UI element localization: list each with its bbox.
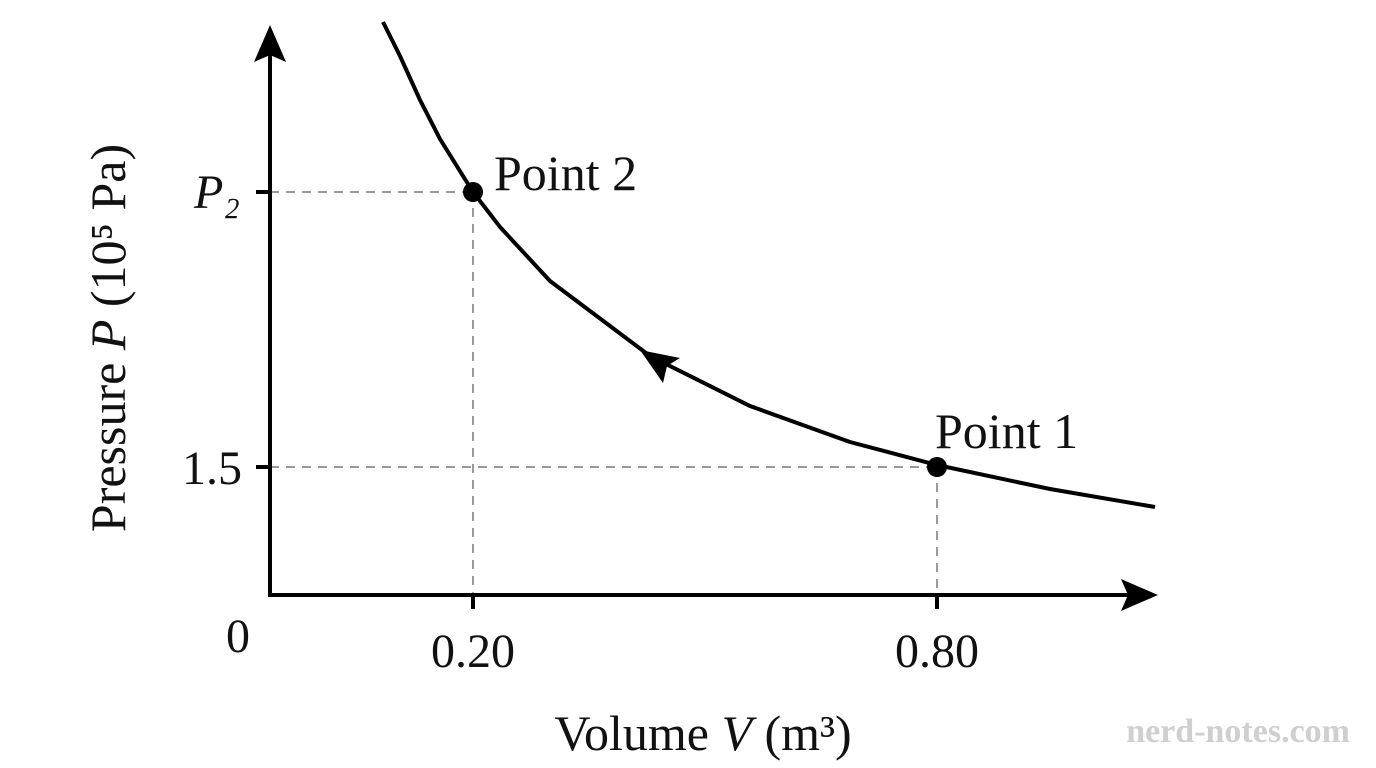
- label-symbol: P: [80, 320, 136, 352]
- label-part: Pressure: [80, 350, 136, 532]
- y-axis-label: Pressure P (10⁵ Pa): [80, 144, 136, 532]
- point-label: Point 1: [935, 403, 1078, 459]
- x-tick-label: 0.20: [431, 625, 515, 678]
- label-part: (10⁵ Pa): [80, 144, 136, 320]
- label-part: Volume: [554, 705, 721, 761]
- axes: [256, 50, 1135, 609]
- point-label: Point 2: [494, 145, 637, 201]
- direction-arrow: [640, 350, 680, 383]
- y-tick-label: 1.5: [182, 442, 242, 495]
- guides: [270, 191, 938, 595]
- x-tick-label: 0: [226, 610, 250, 663]
- x-axis-label: Volume V (m³): [554, 705, 851, 761]
- y-tick-label: P₂: [193, 166, 240, 219]
- x-tick-label: 0.80: [895, 625, 979, 678]
- label-part: (m³): [752, 705, 852, 761]
- y-arrow: [254, 25, 286, 62]
- x-arrow: [1121, 579, 1158, 611]
- watermark: nerd-notes.com: [1126, 713, 1350, 750]
- point-1: [927, 457, 947, 477]
- point-2: [463, 182, 483, 202]
- label-symbol: V: [721, 705, 757, 761]
